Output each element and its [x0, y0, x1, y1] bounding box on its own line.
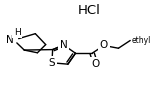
Text: O: O — [100, 40, 108, 51]
Text: HCl: HCl — [78, 4, 101, 17]
Text: N: N — [60, 40, 68, 50]
Text: ethyl: ethyl — [132, 36, 151, 45]
Text: S: S — [49, 58, 55, 68]
Text: H: H — [14, 28, 21, 37]
Text: N: N — [6, 35, 14, 45]
Text: O: O — [92, 59, 100, 69]
